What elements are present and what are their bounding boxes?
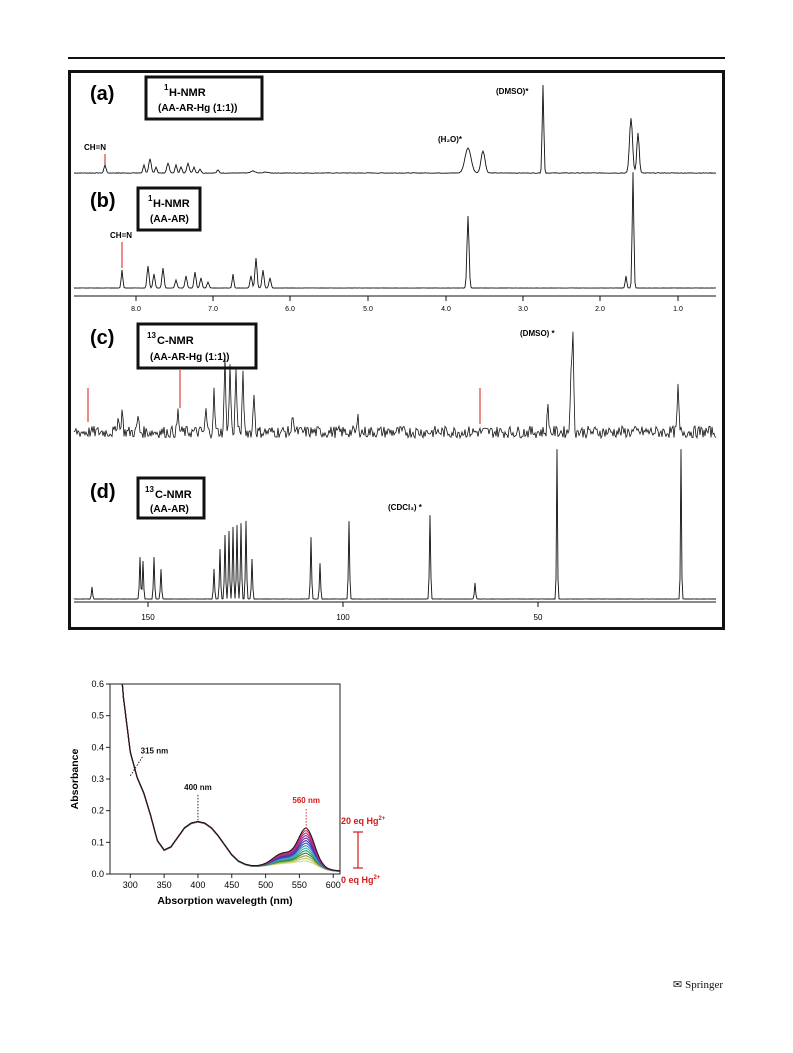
c-axis-tick-label: 150 <box>141 613 155 622</box>
h-axis-ticks: 8.0 7.0 6.0 5.0 4.0 3.0 2.0 1.0 <box>131 296 683 313</box>
y-tick-label: 0.2 <box>91 806 104 816</box>
y-tick-label: 0.0 <box>91 869 104 879</box>
range-top-label: 20 eq Hg2+ <box>341 816 386 826</box>
h-axis-tick-label: 5.0 <box>363 306 373 313</box>
panel-b-title: H-NMR <box>153 198 190 210</box>
panel-a: (a) 1 H-NMR (AA-AR-Hg (1:1)) CH=N (H₂O)*… <box>74 75 717 174</box>
panel-d-title: C-NMR <box>155 489 192 501</box>
absorbance-series-line <box>121 684 340 872</box>
annotation-label: 315 nm <box>141 747 169 756</box>
h-axis-tick-label: 6.0 <box>285 306 295 313</box>
panel-c-title-sup: 13 <box>147 331 156 340</box>
x-tick-label: 450 <box>224 880 239 890</box>
panel-d-cdcl3-label: (CDCl₃) * <box>388 503 423 512</box>
c-axis-tick-label: 50 <box>534 613 543 622</box>
absorbance-series-line <box>121 684 340 872</box>
panel-c-titlebox <box>136 322 258 370</box>
panel-c-dmso-label: (DMSO) * <box>520 329 556 338</box>
absorbance-series-line <box>121 684 340 872</box>
x-axis-label: Absorption wavelegth (nm) <box>157 895 292 907</box>
nmr-figure: (a) 1 H-NMR (AA-AR-Hg (1:1)) CH=N (H₂O)*… <box>68 70 725 630</box>
x-tick-label: 600 <box>326 880 341 890</box>
y-tick-label: 0.6 <box>91 679 104 689</box>
panel-c-spectrum <box>73 331 717 440</box>
h-axis-tick-label: 7.0 <box>208 306 218 313</box>
annotation-label: 400 nm <box>184 783 212 792</box>
uv-vis-chart: 0.0 0.1 0.2 0.3 0.4 0.5 0.6 300 350 400 450 500 550… <box>69 679 386 907</box>
panel-a-ch-label: CH=N <box>84 143 106 152</box>
publisher-name: Springer <box>685 979 723 991</box>
eq-range-indicator: 20 eq Hg2+ 0 eq Hg2+ <box>341 816 386 885</box>
panel-c: (c) 13 C-NMR (AA-AR-Hg (1:1)) (DMSO) * <box>73 322 717 440</box>
annotation-label: 560 nm <box>292 796 320 805</box>
panel-a-subtitle: (AA-AR-Hg (1:1)) <box>158 103 237 114</box>
h-axis-tick-label: 2.0 <box>595 306 605 313</box>
panel-b-titlebox <box>136 186 202 232</box>
range-bottom-label: 0 eq Hg2+ <box>341 875 381 885</box>
y-axis-label: Absorbance <box>69 749 81 810</box>
panel-d-subtitle: (AA-AR) <box>150 504 189 515</box>
c-axis-ticks: 150 100 50 <box>141 602 543 622</box>
panel-d-titlebox <box>136 476 206 520</box>
absorbance-series-line <box>121 684 340 872</box>
panel-b: (b) 1 H-NMR (AA-AR) CH=N 8.0 7.0 6.0 5.0 4.0… <box>74 172 716 313</box>
absorbance-series-line <box>121 684 340 872</box>
uv-curves <box>121 684 340 873</box>
y-tick-label: 0.3 <box>91 774 104 784</box>
panel-a-title: H-NMR <box>169 87 206 99</box>
x-tick-label: 400 <box>190 880 205 890</box>
h-axis-tick-label: 1.0 <box>673 306 683 313</box>
c-axis-tick-label: 100 <box>336 613 350 622</box>
panel-a-spectrum <box>74 84 717 174</box>
header-rule <box>68 57 725 59</box>
x-axis-ticks: 300 350 400 450 500 550 600 <box>123 874 341 890</box>
panel-b-ch-label: CH=N <box>110 231 132 240</box>
panel-a-titlebox <box>144 75 264 121</box>
absorbance-series-line <box>121 684 340 873</box>
panel-a-dmso-label: (DMSO)* <box>496 87 529 96</box>
panel-d: (d) 13 C-NMR (AA-AR) (CDCl₃) * 150 100 50 <box>73 449 716 622</box>
panel-b-letter: (b) <box>90 190 116 212</box>
panel-b-subtitle: (AA-AR) <box>150 214 189 225</box>
h-axis-tick-label: 3.0 <box>518 306 528 313</box>
panel-d-spectrum <box>73 449 716 600</box>
panel-c-title: C-NMR <box>157 335 194 347</box>
y-tick-label: 0.1 <box>91 837 104 847</box>
springer-logo-icon: ✉ <box>672 979 683 991</box>
y-tick-label: 0.4 <box>91 742 104 752</box>
absorbance-series-line <box>121 684 340 872</box>
x-tick-label: 550 <box>292 880 307 890</box>
panel-a-title-sup: 1 <box>164 83 169 92</box>
panel-d-title-sup: 13 <box>145 485 154 494</box>
y-axis-ticks: 0.0 0.1 0.2 0.3 0.4 0.5 0.6 <box>91 679 110 879</box>
h-axis-tick-label: 8.0 <box>131 306 141 313</box>
panel-a-letter: (a) <box>90 83 114 105</box>
x-tick-label: 500 <box>258 880 273 890</box>
panel-b-title-sup: 1 <box>148 194 153 203</box>
absorbance-series-line <box>121 684 340 872</box>
x-tick-label: 350 <box>157 880 172 890</box>
y-tick-label: 0.5 <box>91 711 104 721</box>
panel-a-water-label: (H₂O)* <box>438 135 463 144</box>
absorbance-series-line <box>121 684 340 872</box>
h-axis-tick-label: 4.0 <box>441 306 451 313</box>
publisher-footer: ✉ Springer <box>673 978 723 991</box>
annotations: 315 nm 400 nm 560 nm <box>129 747 320 830</box>
panel-d-letter: (d) <box>90 481 116 503</box>
panel-c-subtitle: (AA-AR-Hg (1:1)) <box>150 352 229 363</box>
panel-c-letter: (c) <box>90 327 114 349</box>
panel-b-spectrum <box>74 172 716 289</box>
annotation-arrow <box>129 756 143 777</box>
x-tick-label: 300 <box>123 880 138 890</box>
